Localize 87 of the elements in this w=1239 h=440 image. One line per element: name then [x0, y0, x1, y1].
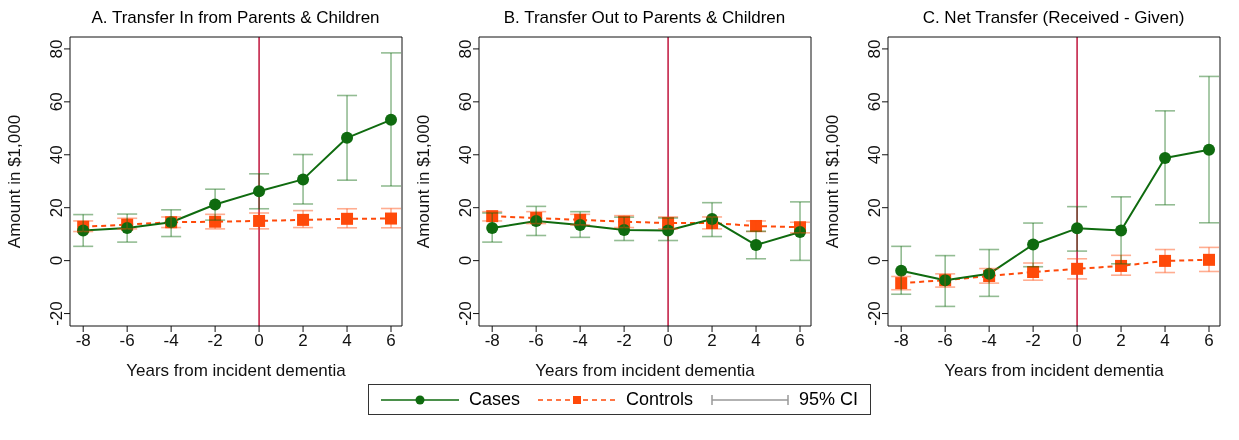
- chart-title: C. Net Transfer (Received - Given): [921, 8, 1186, 29]
- x-tick-label: -2: [1025, 331, 1041, 351]
- x-tick-label: -6: [937, 331, 953, 351]
- point: [706, 213, 719, 226]
- y-tick-label: 20: [47, 198, 66, 218]
- point: [486, 222, 499, 235]
- legend-label: Cases: [468, 389, 520, 410]
- x-tick-label: 2: [707, 331, 717, 351]
- x-axis-title: Years from incident dementia: [126, 361, 347, 380]
- y-tick-label: 20: [456, 198, 475, 218]
- point: [750, 219, 763, 232]
- x-tick-label: 6: [795, 331, 805, 351]
- point: [1115, 259, 1128, 272]
- legend-label: Controls: [625, 389, 694, 410]
- point: [1115, 224, 1128, 237]
- y-tick-label: 0: [456, 255, 475, 266]
- y-tick-label: 0: [47, 255, 66, 266]
- point: [341, 131, 354, 144]
- x-tick-label: -2: [207, 331, 223, 351]
- y-tick-label: 40: [456, 145, 475, 165]
- point: [895, 264, 908, 277]
- point: [121, 222, 134, 235]
- x-tick-label: 0: [663, 331, 673, 351]
- x-tick-label: 0: [1072, 331, 1082, 351]
- x-tick-label: 0: [254, 331, 264, 351]
- y-tick-label: 80: [865, 39, 884, 59]
- x-tick-label: 2: [298, 331, 308, 351]
- point: [385, 113, 398, 126]
- y-tick-label: 80: [47, 39, 66, 59]
- point: [1027, 238, 1040, 251]
- y-tick-label: 60: [47, 92, 66, 112]
- point: [1071, 262, 1084, 275]
- point: [1159, 254, 1172, 267]
- text: 95% CI: [799, 389, 859, 410]
- y-axis-title: Amount in $1,000: [5, 114, 25, 249]
- y-tick-label: -20: [865, 301, 884, 326]
- x-tick-label: 4: [751, 331, 761, 351]
- x-tick-label: 4: [1160, 331, 1170, 351]
- point: [794, 226, 807, 239]
- y-tick-label: 40: [865, 145, 884, 165]
- x-axis-title: Years from incident dementia: [944, 361, 1165, 380]
- x-tick-label: -8: [893, 331, 909, 351]
- point: [750, 239, 763, 252]
- x-tick-label: -8: [484, 331, 500, 351]
- chart-title: B. Transfer Out to Parents & Children: [502, 8, 787, 29]
- chart-title: A. Transfer In from Parents & Children: [90, 8, 381, 29]
- point: [209, 198, 222, 211]
- point: [1027, 266, 1040, 279]
- x-tick-label: 2: [1116, 331, 1126, 351]
- y-axis-title: Amount in $1,000: [414, 114, 434, 249]
- y-tick-label: -20: [47, 301, 66, 326]
- y-tick-label: -20: [456, 301, 475, 326]
- point: [297, 213, 310, 226]
- x-tick-label: -4: [163, 331, 179, 351]
- x-tick-label: -6: [119, 331, 135, 351]
- point: [209, 215, 222, 228]
- x-tick-label: -6: [528, 331, 544, 351]
- y-tick-label: 80: [456, 39, 475, 59]
- point: [486, 210, 499, 223]
- point: [895, 277, 908, 290]
- point: [662, 224, 675, 237]
- x-tick-label: -2: [616, 331, 632, 351]
- y-tick-label: 0: [865, 255, 884, 266]
- x-tick-label: -4: [981, 331, 997, 351]
- y-axis-title: Amount in $1,000: [823, 114, 843, 249]
- point: [1071, 222, 1084, 235]
- point: [1159, 151, 1172, 164]
- point: [385, 212, 398, 225]
- point: [253, 214, 266, 227]
- point: [574, 218, 587, 231]
- point: [341, 212, 354, 225]
- y-tick-label: 20: [865, 198, 884, 218]
- point: [77, 224, 90, 237]
- point: [1203, 253, 1216, 266]
- point: [253, 185, 266, 198]
- x-tick-label: 6: [386, 331, 396, 351]
- point: [618, 223, 631, 236]
- x-axis-title: Years from incident dementia: [535, 361, 756, 380]
- point: [1203, 143, 1216, 156]
- x-tick-label: 6: [1204, 331, 1214, 351]
- x-tick-label: -4: [572, 331, 588, 351]
- x-tick-label: -8: [75, 331, 91, 351]
- y-tick-label: 60: [456, 92, 475, 112]
- x-tick-label: 4: [342, 331, 352, 351]
- y-tick-label: 60: [865, 92, 884, 112]
- point: [297, 173, 310, 186]
- y-tick-label: 40: [47, 145, 66, 165]
